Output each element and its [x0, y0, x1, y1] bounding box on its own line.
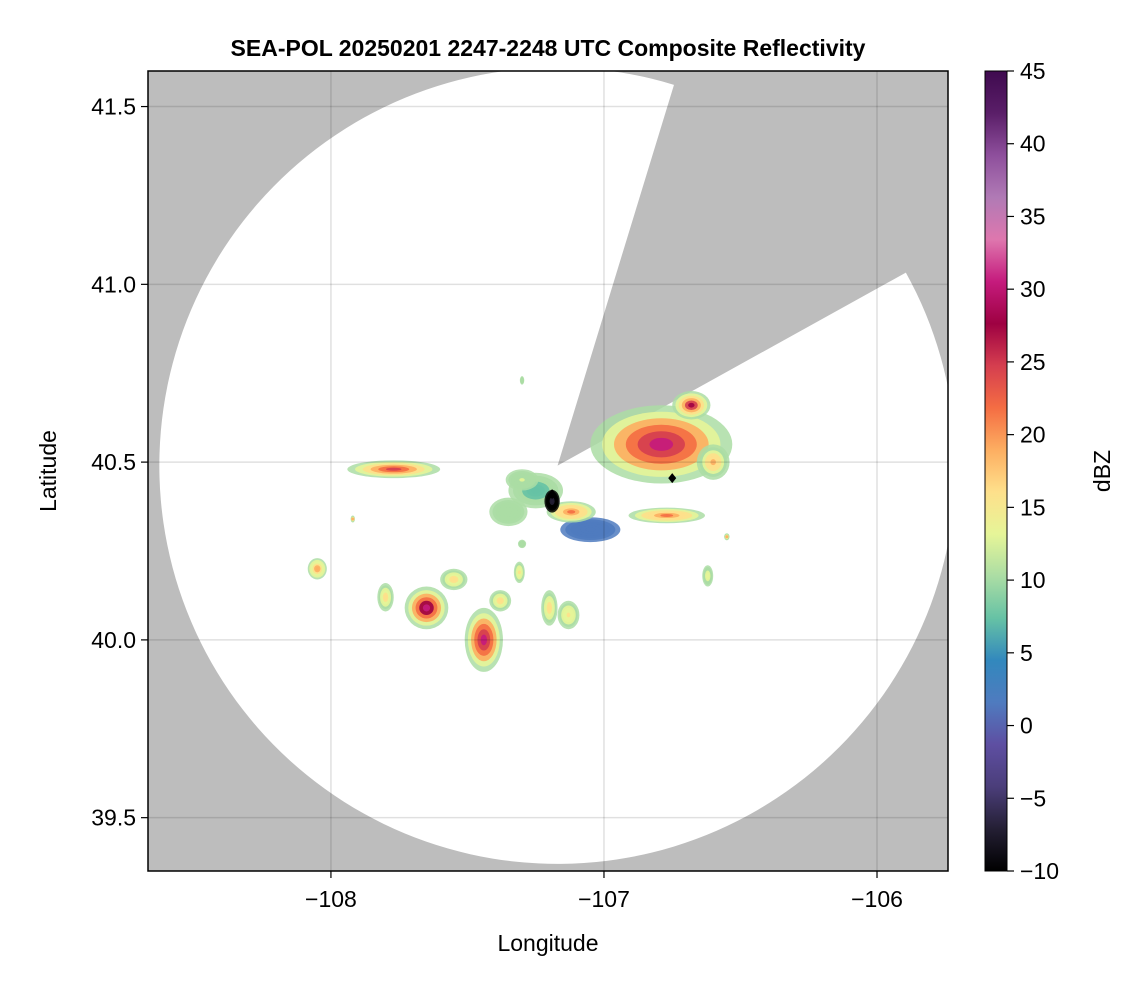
echo-cell	[464, 607, 503, 672]
echo-band	[505, 509, 512, 515]
colorbar-tick-label: 0	[1020, 713, 1033, 739]
echo-cell	[519, 376, 525, 385]
site-marker	[548, 489, 557, 500]
y-tick-label: 40.5	[91, 449, 136, 475]
markers	[548, 473, 677, 500]
colorbar-tick-label: 20	[1020, 422, 1046, 448]
echo-band	[451, 577, 457, 582]
colorbar-tick-label: 25	[1020, 349, 1046, 375]
echo-band	[547, 604, 551, 611]
x-tick-label: −106	[851, 886, 903, 912]
echo-band	[520, 378, 524, 382]
site-marker	[668, 473, 677, 484]
echo-band	[649, 437, 674, 451]
echo-cell	[628, 507, 705, 524]
echo-cell	[672, 391, 711, 420]
echo-band	[706, 574, 710, 578]
echo-band	[498, 599, 503, 603]
echo-cell	[557, 600, 580, 630]
echo-band	[351, 517, 355, 521]
echo-band	[585, 527, 596, 532]
echo-cell	[517, 539, 527, 549]
echo-cell	[489, 497, 528, 527]
echo-band	[519, 478, 525, 482]
x-axis: −108 −107 −106	[305, 871, 903, 912]
y-tick-label: 41.5	[91, 94, 136, 120]
echo-cell	[696, 444, 730, 480]
colorbar-tick-label: 30	[1020, 276, 1046, 302]
plot-frame	[147, 70, 949, 872]
colorbar-tick-label: −5	[1020, 785, 1046, 811]
echo-band	[517, 570, 521, 575]
echo-cell	[377, 583, 394, 612]
echo-band	[422, 604, 431, 612]
radar-coverage-area	[159, 71, 948, 864]
echo-cell	[350, 515, 355, 523]
echo-band	[725, 535, 729, 539]
colorbar-label: dBZ	[1089, 450, 1115, 492]
echo-band	[520, 542, 524, 546]
echo-band	[385, 467, 402, 471]
colorbar-tick-label: 15	[1020, 494, 1046, 520]
reflectivity-echoes	[307, 376, 733, 672]
colorbar-tick-label: −10	[1020, 858, 1059, 884]
echo-cell	[724, 533, 730, 541]
colorbar-tick-label: 45	[1020, 58, 1046, 84]
echo-band	[531, 487, 541, 494]
echo-band	[660, 513, 674, 517]
echo-band	[480, 634, 488, 646]
echo-band	[710, 459, 716, 466]
x-tick-label: −107	[578, 886, 630, 912]
y-axis-label: Latitude	[35, 430, 61, 512]
echo-cell	[440, 568, 468, 591]
echo-cell	[404, 586, 449, 630]
colorbar-tick-label: 5	[1020, 640, 1033, 666]
colorbar-tick-label: 10	[1020, 567, 1046, 593]
echo-cell	[489, 590, 512, 612]
y-tick-label: 41.0	[91, 271, 136, 297]
grid	[148, 71, 948, 871]
echo-band	[688, 402, 695, 408]
echo-cell	[347, 460, 441, 479]
y-tick-label: 40.0	[91, 627, 136, 653]
echo-cell	[702, 565, 714, 587]
colorbar-ticks: −10 −5 0 5 10 15 20 25 30 35 40 45	[1007, 58, 1059, 884]
echo-cell	[544, 489, 560, 513]
echo-band	[567, 510, 576, 514]
echo-cell	[590, 405, 733, 484]
echo-band	[384, 594, 388, 600]
x-tick-label: −108	[305, 886, 357, 912]
echo-cell	[505, 469, 539, 491]
echo-cell	[541, 590, 558, 626]
plot-area	[148, 71, 948, 871]
y-tick-label: 39.5	[91, 805, 136, 831]
echo-band	[550, 499, 554, 504]
echo-cell	[307, 558, 327, 580]
x-axis-label: Longitude	[497, 930, 598, 956]
colorbar-scale	[984, 70, 1008, 872]
chart-title: SEA-POL 20250201 2247-2248 UTC Composite…	[231, 35, 866, 61]
echo-cell	[513, 561, 525, 583]
echo-band	[315, 567, 319, 571]
colorbar: −10 −5 0 5 10 15 20 25 30 35 40 45 dBZ	[984, 58, 1115, 884]
echo-band	[566, 612, 571, 618]
colorbar-tick-label: 35	[1020, 203, 1046, 229]
colorbar-tick-label: 40	[1020, 131, 1046, 157]
y-axis: 39.5 40.0 40.5 41.0 41.5	[91, 94, 148, 831]
echo-cell	[546, 501, 596, 523]
echo-cell	[560, 517, 621, 543]
